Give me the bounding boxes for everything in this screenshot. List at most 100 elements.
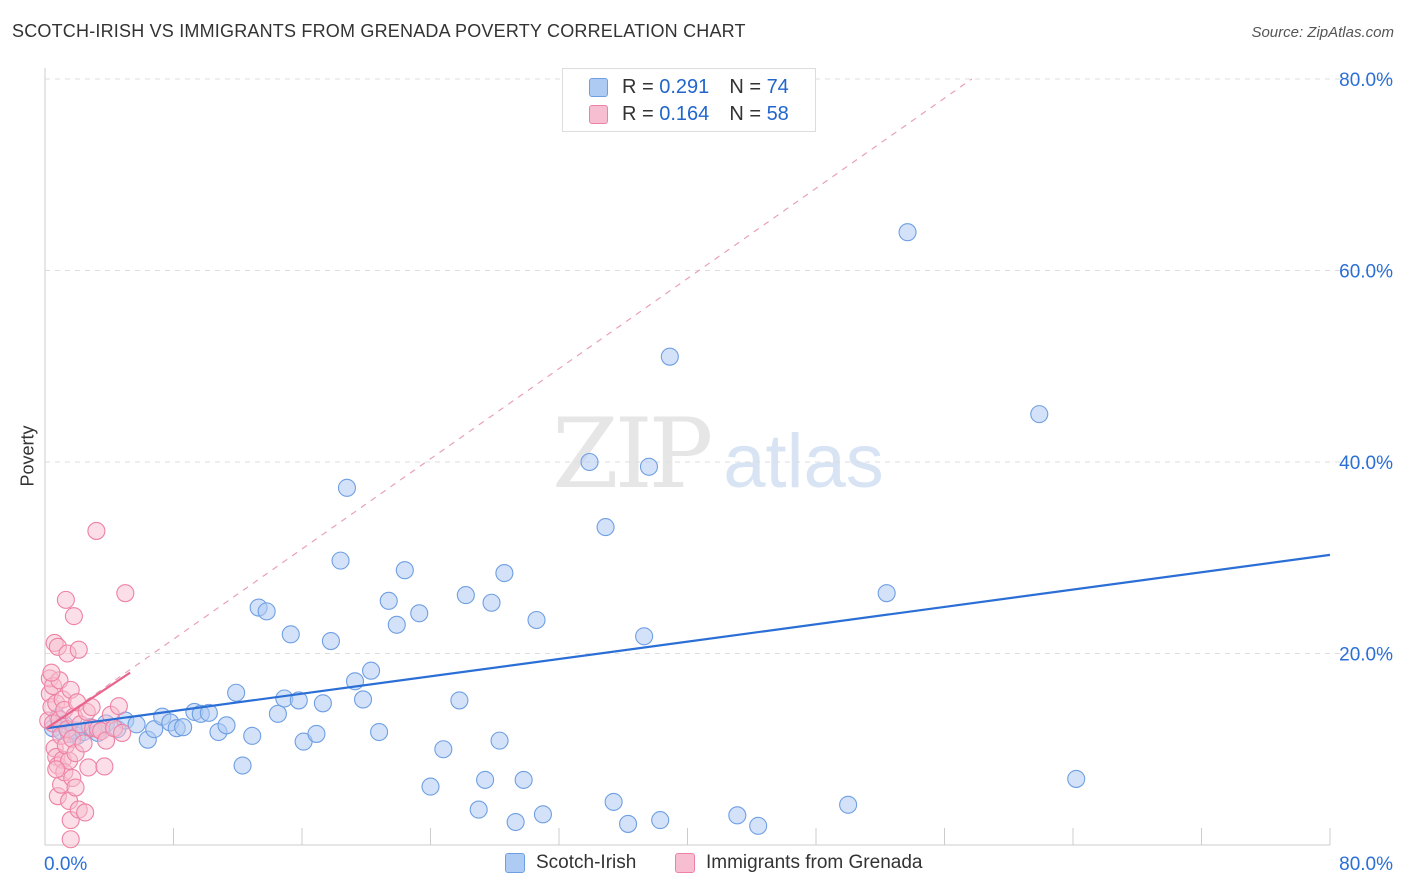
data-point-scotch-irish [233,756,252,775]
y-tick-label: 60.0% [1339,262,1393,283]
legend-swatch-pink [589,104,608,124]
legend-n-value: 74 [766,75,789,98]
series-grenada-points [39,521,135,849]
data-point-scotch-irish [227,683,246,702]
data-point-scotch-irish [243,726,262,745]
legend-r-label: R = [622,102,654,125]
data-point-scotch-irish [289,691,308,710]
data-point-scotch-irish [596,518,615,537]
data-point-scotch-irish [321,632,340,651]
data-point-scotch-irish [1030,405,1049,424]
data-point-scotch-irish [533,805,552,824]
data-point-scotch-irish [410,604,429,623]
trend-lines [45,553,1331,730]
data-point-grenada [42,663,61,682]
data-point-scotch-irish [421,777,440,796]
bottom-legend-label: Scotch-Irish [536,852,637,873]
data-point-scotch-irish [749,816,768,835]
data-point-scotch-irish [337,478,357,497]
trend-line-scotch-irish [46,553,1331,730]
data-point-scotch-irish [257,602,276,621]
legend-r-value: 0.164 [659,102,710,125]
legend-row-grenada: R = 0.164 N = 58 [589,102,789,126]
y-tick-label: 20.0% [1339,645,1393,666]
legend-n-label: N = [729,102,761,125]
data-point-scotch-irish [313,694,332,713]
data-point-grenada [69,640,88,659]
chart-title: SCOTCH-IRISH VS IMMIGRANTS FROM GRENADA … [12,21,746,41]
data-point-grenada [61,830,80,849]
data-point-scotch-irish [199,703,218,722]
data-point-scotch-irish [495,564,514,583]
data-point-scotch-irish [482,593,501,612]
data-point-scotch-irish [268,704,287,723]
data-point-grenada [116,584,135,603]
data-point-scotch-irish [580,452,599,472]
legend: R = 0.291 N = 74 R = 0.164 N = 58 [562,68,816,132]
data-point-scotch-irish [476,770,495,789]
legend-n-value: 58 [766,102,789,125]
x-tick-labels: 0.0% 80.0% [44,854,1393,875]
data-point-scotch-irish [490,731,509,750]
legend-swatch-blue [589,77,608,97]
data-point-scotch-irish [217,716,236,735]
data-point-scotch-irish [174,718,193,737]
data-point-scotch-irish [331,551,350,570]
data-point-grenada [74,734,93,753]
trend-line-grenada [45,671,131,730]
data-point-grenada [64,607,83,626]
data-point-scotch-irish [839,795,858,814]
data-point-scotch-irish [514,770,533,789]
data-point-grenada [66,778,85,797]
legend-n-label: N = [729,75,761,98]
bottom-legend-swatch-pink [675,853,695,873]
legend-row-scotch-irish: R = 0.291 N = 74 [589,75,789,99]
y-tick-label: 80.0% [1339,70,1393,91]
data-point-grenada [56,590,75,609]
data-point-scotch-irish [307,724,326,743]
y-axis-title: Poverty [17,425,38,487]
bottom-legend-scotch-irish: Scotch-Irish [505,852,636,874]
data-point-scotch-irish [353,690,373,709]
y-tick-label: 40.0% [1339,453,1393,474]
data-point-scotch-irish [450,691,469,710]
x-tick-label: 80.0% [1339,854,1393,875]
axes [44,68,1331,846]
trend-line-grenada-extension [46,78,973,729]
series-scotch-irish-points [43,223,1086,835]
data-point-scotch-irish [379,591,398,610]
data-point-scotch-irish [281,625,300,644]
data-point-scotch-irish [370,722,389,742]
data-point-grenada [113,723,132,743]
data-point-scotch-irish [527,610,546,630]
data-point-grenada [76,803,95,822]
data-point-grenada [47,760,66,779]
data-point-scotch-irish [506,812,525,832]
data-point-scotch-irish [660,347,679,366]
data-point-scotch-irish [651,811,670,830]
data-point-scotch-irish [434,740,453,759]
x-tick-label: 0.0% [44,854,87,875]
grid-lines [45,78,1390,654]
bottom-legend-swatch-blue [505,853,525,873]
watermark-zip: ZIP [552,398,713,510]
data-point-scotch-irish [456,586,475,605]
data-point-scotch-irish [362,661,381,680]
data-point-scotch-irish [387,615,406,634]
bottom-legend-grenada: Immigrants from Grenada [675,852,922,874]
data-point-scotch-irish [898,223,917,242]
data-point-grenada [95,757,114,776]
chart-source: Source: ZipAtlas.com [1251,24,1394,41]
data-point-scotch-irish [604,792,623,811]
data-point-scotch-irish [619,814,638,833]
y-tick-labels: 20.0% 40.0% 60.0% 80.0% [1339,70,1393,666]
data-point-scotch-irish [1067,769,1086,788]
data-point-grenada [87,521,106,540]
data-point-grenada [109,697,128,716]
data-point-scotch-irish [877,584,896,603]
data-point-grenada [79,758,98,777]
data-point-scotch-irish [639,457,659,476]
data-point-scotch-irish [395,561,414,580]
data-point-scotch-irish [469,800,488,819]
